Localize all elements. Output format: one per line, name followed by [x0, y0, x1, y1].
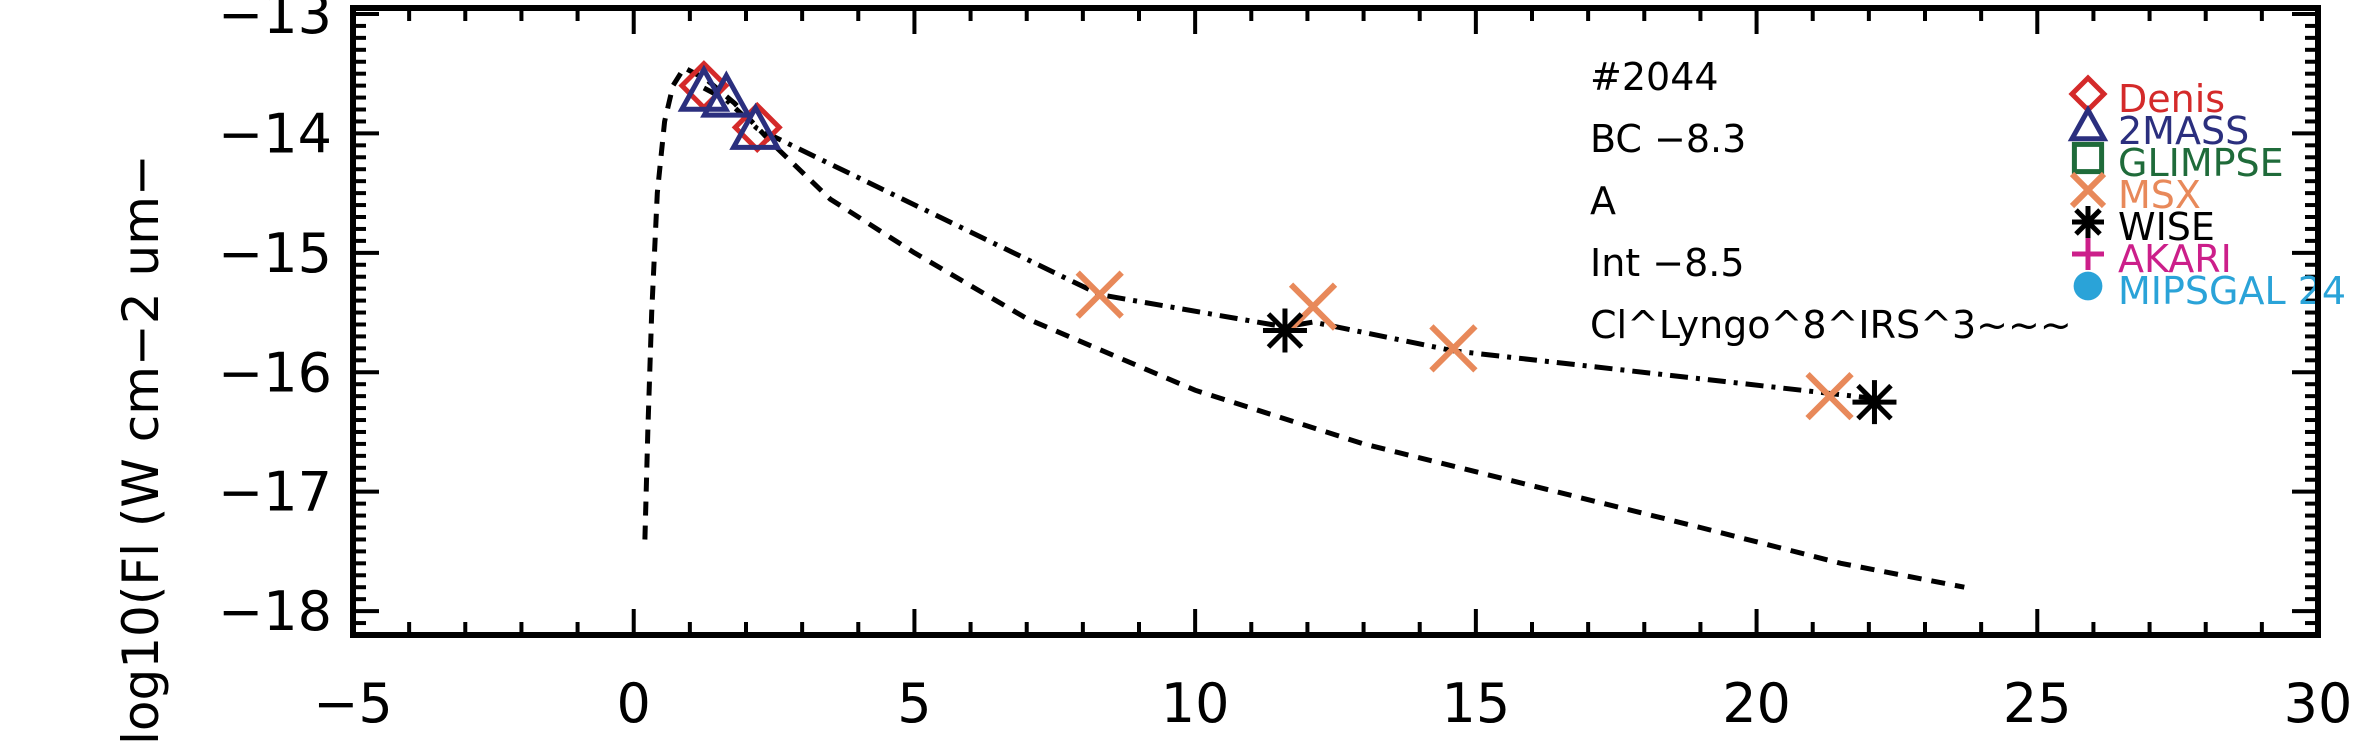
2mass-point: [677, 64, 731, 112]
msx-point: [1075, 270, 1124, 319]
msx-point: [1429, 324, 1478, 373]
model-curves: [642, 64, 1965, 590]
tick-labels: −5 0 5 10 15 20 25 30 −18 −17 −16 −15 −14 −13: [218, 0, 2352, 735]
y-axis-label: log10(Fl (W cm−2 um−: [112, 154, 170, 745]
legend-entry: MIPSGAL 24: [2118, 269, 2346, 313]
legend-marker: [2072, 206, 2104, 238]
x-tick-label: 5: [897, 672, 931, 735]
legend-entry: GLIMPSE: [2118, 141, 2284, 185]
annotation-text: Cl^Lyngo^8^IRS^3~~~: [1590, 303, 2072, 347]
2mass-point: [700, 70, 753, 118]
legend-marker: [2067, 104, 2109, 142]
x-tick-label: 20: [1722, 672, 1791, 735]
y-tick-label: −13: [218, 0, 332, 46]
y-tick-label: −18: [218, 580, 332, 643]
wise-point: [1262, 308, 1307, 353]
annotation-text: #2044: [1590, 55, 1719, 99]
legend-entry: MSX: [2118, 173, 2201, 217]
msx-point: [1288, 282, 1338, 331]
2mass-point: [729, 102, 782, 150]
x-tick-label: 10: [1161, 672, 1230, 735]
msx-point: [1805, 372, 1854, 421]
legend-entry: WISE: [2118, 205, 2215, 249]
plot-frame: [350, 5, 2321, 638]
legend-marker: [2073, 271, 2103, 301]
legend-marker: [2071, 141, 2105, 175]
legend-entry: 2MASS: [2118, 109, 2249, 153]
y-tick-label: −17: [218, 461, 332, 524]
x-tick-label: 30: [2284, 672, 2353, 735]
x-tick-label: 0: [617, 672, 651, 735]
model-dashed-curve: [642, 64, 1965, 590]
legend-marker: [2072, 238, 2104, 270]
annotations: #2044 BC −8.3 A Int −8.5 Cl^Lyngo^8^IRS^3~~~: [1590, 55, 2072, 347]
annotation-text: BC −8.3: [1590, 117, 1746, 161]
data-markers: [677, 60, 1897, 425]
model-dashdot-curve: [702, 85, 1875, 401]
annotation-text: Int −8.5: [1590, 241, 1745, 285]
legend-entry: AKARI: [2118, 237, 2232, 281]
legend-entry: Denis: [2118, 77, 2225, 121]
y-tick-label: −16: [218, 341, 332, 404]
x-tick-label: −5: [313, 672, 393, 735]
y-tick-label: −15: [218, 222, 332, 285]
x-tick-label: 25: [2003, 672, 2072, 735]
y-tick-label: −14: [218, 102, 332, 165]
x-tick-label: 15: [1441, 672, 1510, 735]
wise-point: [1852, 380, 1897, 425]
legend-marker: [2069, 171, 2107, 209]
annotation-text: A: [1590, 179, 1616, 223]
